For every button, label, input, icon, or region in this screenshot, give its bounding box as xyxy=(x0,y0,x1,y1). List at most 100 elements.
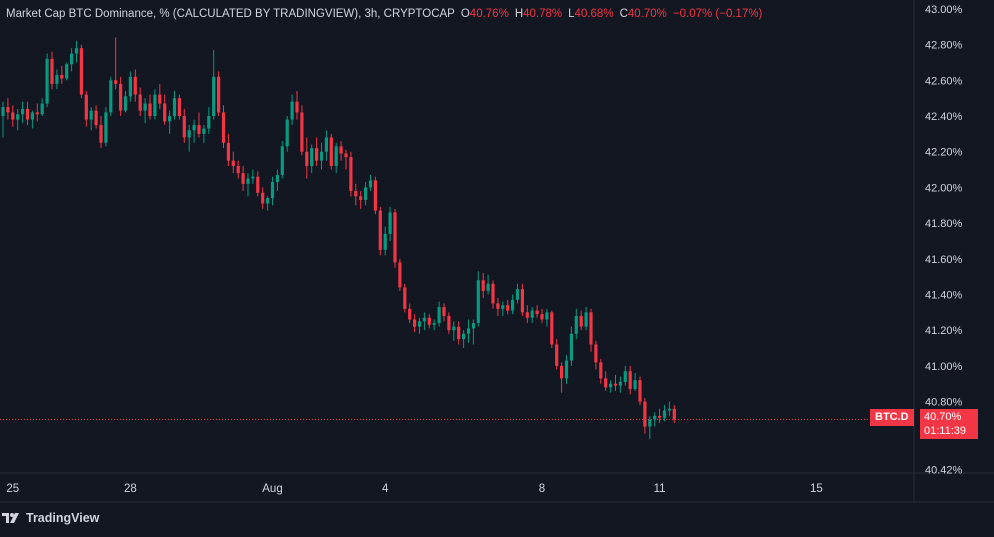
price-axis[interactable]: 43.00% 42.80% 42.60% 42.40% 42.20% 42.00% 41.8… xyxy=(925,4,963,477)
candle-body xyxy=(658,415,662,418)
candle-body xyxy=(319,151,324,161)
candle-body xyxy=(349,157,353,191)
candle-body xyxy=(16,114,20,120)
time-tick-label: 11 xyxy=(654,483,666,495)
tradingview-logo[interactable]: TradingView xyxy=(2,511,99,525)
candle-body xyxy=(432,323,436,325)
candle-body xyxy=(618,381,622,386)
candle-body xyxy=(246,178,250,184)
candle-body xyxy=(177,98,181,117)
candle xyxy=(163,94,167,125)
candle-body xyxy=(525,312,529,318)
candle-body xyxy=(437,307,441,324)
candle-body xyxy=(168,116,172,122)
candle-body xyxy=(11,112,15,120)
candle-body xyxy=(138,94,142,111)
time-axis[interactable]: 25 28 Aug 4 8 11 15 xyxy=(6,483,822,495)
candle xyxy=(109,76,113,117)
candle xyxy=(662,405,667,422)
candle-body xyxy=(30,112,34,120)
candle-body xyxy=(417,321,422,327)
candles-group xyxy=(1,37,676,440)
candle-body xyxy=(589,312,593,345)
candle xyxy=(599,358,603,384)
candle xyxy=(202,124,206,143)
candle-body xyxy=(594,344,598,363)
candle-body xyxy=(300,112,304,152)
candle-body xyxy=(604,378,608,388)
candle xyxy=(378,207,382,256)
candle-body xyxy=(535,310,539,315)
candle-body xyxy=(344,153,348,158)
candle xyxy=(564,355,569,384)
candle xyxy=(481,273,485,299)
candle xyxy=(633,373,637,391)
candle xyxy=(119,76,123,117)
candle xyxy=(212,49,216,120)
candle xyxy=(143,98,147,124)
candle-body xyxy=(354,190,358,197)
candle-body xyxy=(359,196,363,200)
candle xyxy=(511,294,515,315)
candle-body xyxy=(261,192,265,204)
candle xyxy=(305,137,309,179)
candle xyxy=(138,87,142,117)
candle xyxy=(21,101,25,124)
candle xyxy=(457,321,461,345)
candle xyxy=(672,405,676,424)
candle-body xyxy=(315,148,319,161)
candle xyxy=(60,66,64,84)
candle-body xyxy=(457,326,461,340)
candle-body xyxy=(378,210,382,250)
candle xyxy=(667,401,671,416)
candle-body xyxy=(339,146,343,154)
candle xyxy=(290,94,294,125)
candle xyxy=(168,110,172,134)
candle-body xyxy=(310,148,314,166)
candle xyxy=(133,69,137,102)
candle xyxy=(236,160,240,179)
candle xyxy=(535,305,539,318)
candle-body xyxy=(89,110,93,120)
candle-body xyxy=(398,262,402,288)
candle-body xyxy=(280,146,284,175)
candle-body xyxy=(334,146,338,166)
candle xyxy=(368,174,373,191)
candle-body xyxy=(221,112,226,143)
time-tick-label: 15 xyxy=(810,483,823,495)
candle xyxy=(422,312,426,331)
candle-body xyxy=(476,280,480,324)
candle xyxy=(329,133,333,170)
candle xyxy=(574,308,578,340)
price-tick-label: 43.00% xyxy=(925,4,963,16)
candle xyxy=(315,137,319,166)
candle-body xyxy=(172,98,177,117)
candle-body xyxy=(270,182,275,199)
candle xyxy=(114,37,118,90)
price-tick-label: 41.80% xyxy=(925,218,963,230)
candle xyxy=(153,89,157,120)
candle-body xyxy=(158,94,162,104)
candle-body xyxy=(368,180,373,188)
candle xyxy=(319,142,324,170)
candle xyxy=(589,308,593,352)
candle-body xyxy=(520,289,524,313)
candle-body xyxy=(471,323,475,329)
price-tick-label: 41.60% xyxy=(925,254,963,266)
candle-body xyxy=(574,315,578,334)
candle-body xyxy=(491,283,495,304)
candle xyxy=(555,339,559,370)
time-tick-label: 4 xyxy=(382,483,389,495)
candle-body xyxy=(119,83,123,111)
symbol-price-tag: BTC.D xyxy=(870,409,914,426)
candle xyxy=(462,330,466,349)
candle-body xyxy=(94,110,98,125)
legend-title[interactable]: Market Cap BTC Dominance, % (CALCULATED … xyxy=(6,8,455,20)
candle-body xyxy=(79,48,83,95)
candle xyxy=(364,182,368,206)
price-tick-label: 42.80% xyxy=(925,40,963,52)
candle xyxy=(594,340,598,370)
candle xyxy=(74,41,79,63)
